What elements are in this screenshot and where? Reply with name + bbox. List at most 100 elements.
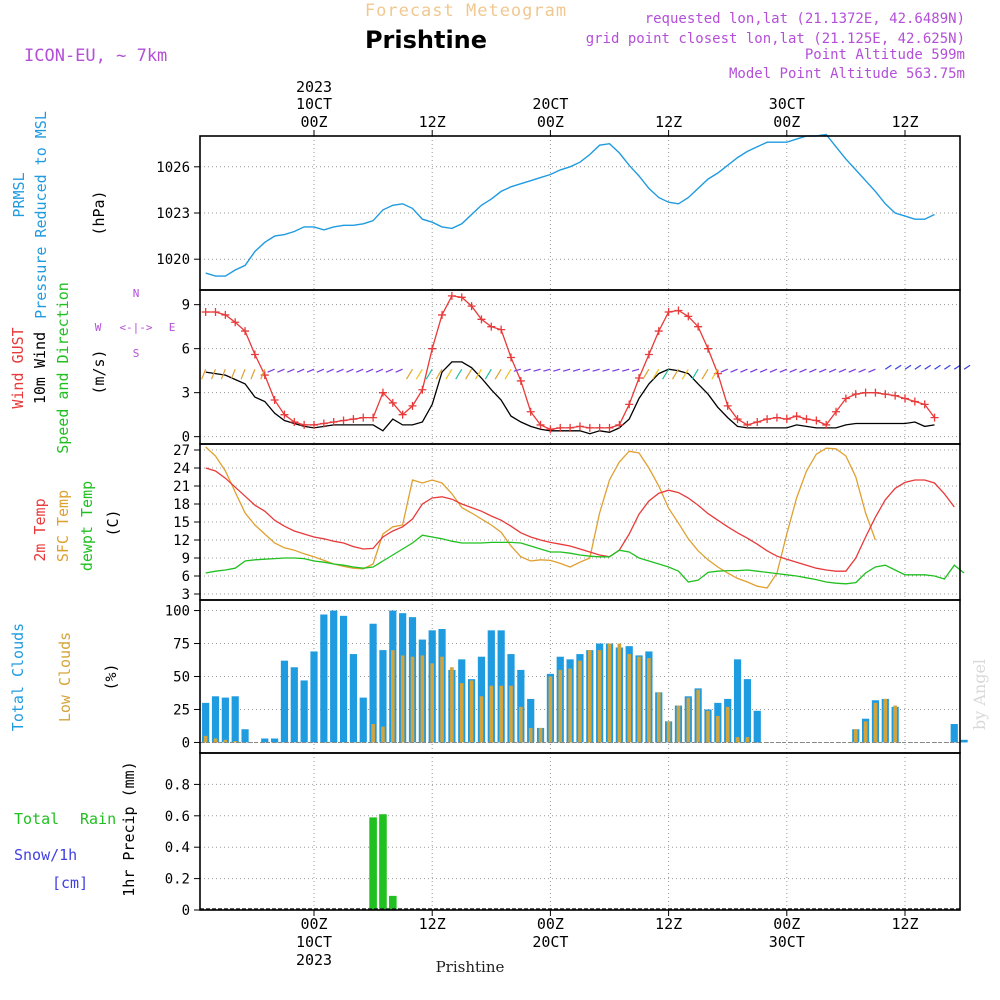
low-cloud-bar	[371, 723, 375, 743]
low-cloud-bar	[716, 716, 720, 743]
clouds-unit: (%)	[102, 663, 120, 690]
total-cloud-bar	[271, 738, 279, 743]
y-tick-label: 0.6	[165, 809, 190, 825]
temp2m-label: 2m Temp	[31, 498, 49, 561]
wind-direction-arrow	[652, 368, 660, 380]
gust-marker	[861, 388, 870, 397]
y-tick-label: 24	[173, 461, 190, 477]
gust-marker	[516, 376, 525, 385]
gust-marker	[556, 423, 565, 432]
prmsl-unit: (hPa)	[90, 190, 108, 235]
gust-marker	[812, 416, 821, 425]
wind-direction-arrow	[740, 368, 748, 373]
wind-direction-arrow	[582, 368, 590, 372]
gust-marker	[753, 418, 762, 426]
gust-marker	[447, 291, 456, 300]
wind-direction-arrow	[963, 364, 971, 370]
low-cloud-bar	[627, 654, 631, 743]
gust-marker	[851, 390, 860, 399]
wind-direction-arrow	[385, 368, 394, 373]
gust-marker	[654, 327, 663, 336]
low-cloud-bar	[696, 689, 700, 743]
prmsl-label: PRMSL	[10, 172, 28, 217]
total-cloud-bar	[733, 659, 742, 743]
gust-marker	[201, 308, 210, 316]
gust-marker	[585, 423, 594, 432]
low-cloud-bar	[440, 656, 444, 743]
requested-coordinates: requested lon,lat (21.1372E, 42.6489N)	[645, 11, 965, 27]
gust-marker	[625, 400, 634, 409]
y-tick-label: 25	[173, 702, 190, 718]
gust-marker	[359, 413, 368, 422]
low-cloud-bar	[450, 667, 454, 743]
low-cloud-bar	[607, 643, 612, 743]
wind-direction-arrow	[375, 368, 384, 373]
wind-direction-arrow	[326, 368, 334, 373]
total-cloud-bar	[330, 610, 338, 743]
wind-direction-arrow	[201, 368, 207, 380]
total-cloud-bar	[349, 654, 357, 743]
gust-marker	[723, 401, 732, 410]
wind-direction-arrow	[914, 364, 922, 370]
temp2m-line	[205, 467, 955, 572]
bottom-time-label: 2023	[296, 951, 332, 969]
wind-direction-arrow	[267, 368, 275, 373]
top-time-label: 30CT	[769, 95, 805, 113]
gust-line	[205, 295, 936, 430]
wind-direction-arrow	[316, 368, 325, 373]
gust-marker	[300, 420, 309, 429]
gust-marker	[575, 422, 584, 431]
low-cloud-bar	[617, 643, 622, 743]
prmsl-long-label: Pressure Reduced to MSL	[32, 111, 50, 319]
wind-direction-arrow	[631, 368, 640, 372]
low-cloud-bar	[883, 698, 888, 743]
y-tick-label: 0	[182, 430, 190, 446]
wind-unit: (m/s)	[90, 349, 108, 394]
gust-marker	[930, 413, 939, 422]
bottom-time-label: 12Z	[655, 915, 682, 933]
y-tick-label: 1026	[156, 160, 190, 176]
gust-marker	[457, 293, 466, 302]
bottom-time-label: 12Z	[891, 915, 918, 933]
forecast-title: Forecast Meteogram	[365, 1, 567, 21]
wind-direction-arrow	[799, 368, 807, 373]
top-time-label: 00Z	[537, 113, 564, 131]
wind-direction-arrow	[296, 368, 305, 373]
y-tick-label: 3	[182, 386, 190, 402]
wind-direction-arrow	[750, 368, 758, 373]
wind-direction-arrow	[277, 368, 285, 373]
low-clouds-label: Low Clouds	[56, 632, 74, 722]
gust-marker	[605, 423, 614, 432]
rain-label: Rain	[80, 810, 116, 828]
low-cloud-bar	[706, 710, 710, 743]
gust-marker	[221, 310, 230, 319]
wind-direction-arrow	[701, 368, 709, 380]
wind-direction-arrow	[730, 368, 738, 373]
wind-direction-arrow	[356, 368, 364, 373]
low-cloud-bar	[400, 655, 405, 743]
gust-marker	[566, 423, 575, 432]
gust-marker	[546, 425, 555, 434]
gust-marker	[595, 423, 604, 432]
y-tick-label: 12	[173, 533, 190, 549]
low-cloud-bar	[588, 650, 592, 743]
y-tick-label: 0.8	[165, 777, 190, 793]
low-cloud-bar	[519, 706, 523, 743]
total-cloud-bar	[379, 650, 387, 743]
wind-label: 10m Wind	[31, 332, 49, 404]
gust-marker	[487, 322, 496, 331]
gust-marker	[802, 415, 811, 424]
low-cloud-bar	[686, 697, 691, 743]
y-tick-label: 0.4	[165, 840, 190, 856]
low-cloud-bar	[410, 656, 415, 743]
wind-direction-arrow	[415, 368, 423, 380]
y-tick-label: 1023	[156, 206, 190, 222]
panel-frame	[199, 752, 961, 911]
gust-marker	[822, 420, 831, 429]
wind-direction-arrow	[642, 368, 650, 380]
wind-direction-arrow	[220, 368, 226, 380]
y-tick-label: 1020	[156, 252, 190, 268]
wind-direction-arrow	[336, 368, 344, 373]
wind-direction-arrow	[230, 368, 236, 380]
gust-marker	[901, 394, 909, 403]
